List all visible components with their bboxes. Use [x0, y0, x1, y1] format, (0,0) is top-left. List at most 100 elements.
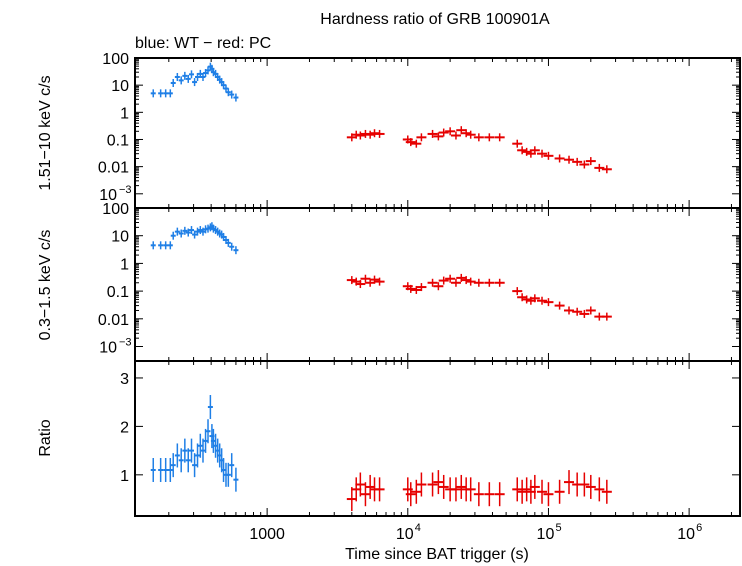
data-point: [197, 226, 203, 235]
data-point: [529, 294, 540, 303]
data-point: [229, 90, 235, 99]
data-point: [445, 127, 456, 136]
data-point: [163, 89, 169, 98]
data-point: [185, 448, 191, 473]
data-point: [411, 139, 422, 148]
data-point: [494, 133, 505, 142]
data-point: [461, 129, 472, 138]
data-point: [374, 477, 385, 502]
x-tick-label-group: 10 6: [677, 522, 702, 543]
data-point: [416, 283, 427, 292]
data-point: [465, 277, 476, 286]
data-point: [167, 89, 173, 98]
data-point: [537, 296, 548, 305]
data-point: [594, 477, 605, 502]
data-point: [572, 307, 583, 316]
data-point: [512, 477, 523, 502]
data-point: [554, 479, 565, 504]
x-tick-label: 1000: [249, 526, 285, 543]
data-point: [185, 228, 191, 237]
data-point: [167, 457, 173, 482]
chart-title: Hardness ratio of GRB 100901A: [320, 11, 550, 28]
panel-bottom: 123 1000 10 4 10 5 10 6 Ratio: [37, 360, 741, 543]
data-point: [473, 482, 484, 507]
data-point: [427, 129, 438, 138]
data-point: [433, 282, 444, 291]
x-tick-label-group: 1000: [249, 526, 285, 543]
data-point: [233, 246, 239, 255]
data-point: [351, 477, 362, 502]
data-point: [554, 154, 565, 163]
x-tick-exponent: 6: [696, 522, 702, 534]
data-point: [197, 433, 203, 458]
data-point: [195, 443, 201, 468]
y-tick-label: 1: [120, 105, 129, 122]
panel-top-ylabel: 1.51−10 keV c/s: [37, 75, 54, 190]
data-point: [433, 132, 444, 141]
x-tick-label: 10: [396, 526, 414, 543]
data-point: [438, 276, 449, 285]
y-tick-label: 1: [120, 468, 129, 485]
data-point: [494, 278, 505, 287]
data-point: [229, 453, 235, 478]
data-point: [564, 306, 575, 315]
data-point: [195, 72, 201, 81]
data-point: [192, 230, 198, 239]
data-point: [346, 276, 357, 285]
y-tick: 10 −3: [99, 337, 740, 357]
data-point: [205, 419, 211, 444]
x-tick-exponent: 4: [415, 522, 421, 534]
y-tick-label: 1: [120, 256, 129, 273]
data-point: [473, 133, 484, 142]
data-point: [450, 131, 461, 140]
y-tick: 0.01: [98, 160, 740, 177]
y-tick-label: 0.01: [98, 160, 129, 177]
data-point: [564, 155, 575, 164]
data-point: [174, 227, 180, 236]
y-tick: 1: [120, 105, 740, 122]
data-point: [233, 93, 239, 102]
y-tick: 100: [102, 201, 740, 218]
data-point: [158, 457, 164, 482]
x-tick-label-group: 10 5: [537, 522, 562, 543]
y-tick-label: 10: [99, 187, 117, 204]
data-point: [594, 163, 605, 172]
data-point: [229, 242, 235, 251]
data-point: [365, 130, 376, 139]
data-point: [537, 149, 548, 158]
data-point: [512, 287, 523, 296]
data-point: [473, 278, 484, 287]
y-tick: 1: [120, 468, 740, 485]
data-point: [182, 71, 188, 80]
data-point: [484, 482, 495, 507]
data-point: [203, 428, 209, 453]
data-point: [185, 74, 191, 83]
data-point: [445, 274, 456, 283]
data-point: [427, 472, 438, 497]
data-point: [411, 479, 422, 504]
data-point: [512, 139, 523, 148]
data-point: [433, 470, 444, 495]
x-tick-label-group: 10 4: [396, 522, 421, 543]
y-tick: 2: [120, 419, 740, 436]
data-point: [355, 280, 366, 289]
data-point: [200, 227, 206, 236]
x-tick-label: 10: [537, 526, 555, 543]
data-point: [450, 278, 461, 287]
y-tick-label: 100: [102, 201, 129, 218]
data-point: [572, 157, 583, 166]
data-point: [427, 278, 438, 287]
data-point: [405, 138, 416, 147]
data-point: [601, 165, 612, 174]
y-tick-label: 0.1: [107, 132, 129, 149]
y-tick: 3: [120, 371, 740, 388]
data-point: [585, 157, 596, 166]
data-point: [405, 482, 416, 507]
data-point: [360, 482, 371, 507]
chart-subtitle: blue: WT − red: PC: [135, 35, 271, 52]
data-point: [579, 472, 590, 497]
data-point: [601, 479, 612, 504]
data-point: [170, 79, 176, 88]
y-tick-exponent: −3: [119, 337, 132, 349]
